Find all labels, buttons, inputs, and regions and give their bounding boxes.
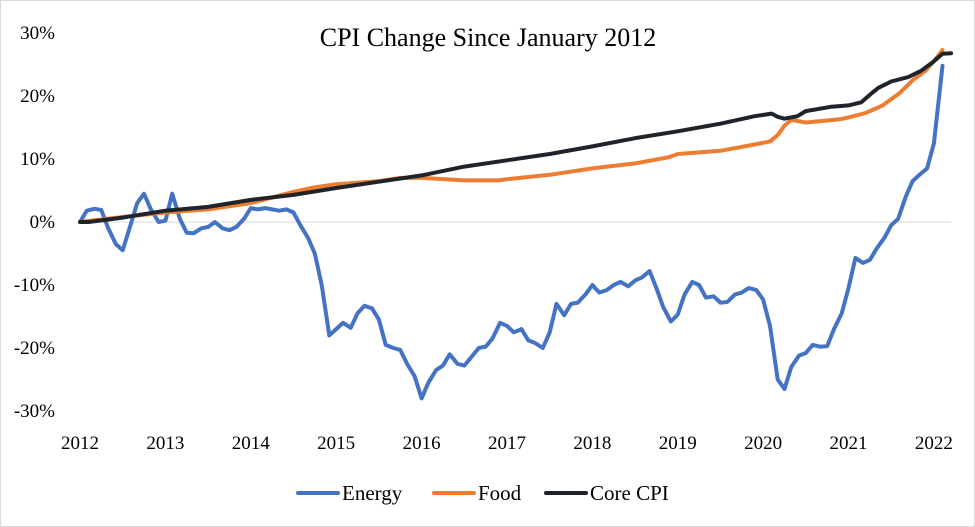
x-tick-label: 2014 <box>232 433 271 454</box>
legend: Energy Food Core CPI <box>296 481 669 505</box>
x-tick-label: 2015 <box>317 433 355 454</box>
legend-label-core-cpi: Core CPI <box>590 481 669 505</box>
x-tick-label: 2022 <box>915 433 953 454</box>
y-tick-label: -30% <box>14 401 55 422</box>
y-tick-label: -10% <box>14 275 55 296</box>
legend-label-energy: Energy <box>342 481 403 505</box>
y-tick-label: 20% <box>20 86 55 107</box>
y-tick-label: 10% <box>20 149 55 170</box>
series-line-energy <box>78 63 945 401</box>
series-group <box>78 48 953 401</box>
x-tick-label: 2019 <box>659 433 697 454</box>
series-line-food <box>78 48 945 224</box>
y-tick-label: -20% <box>14 338 55 359</box>
y-axis-ticks: 30% 20% 10% 0% -10% -20% -30% <box>14 23 55 422</box>
legend-label-food: Food <box>478 481 522 505</box>
x-tick-label: 2016 <box>403 433 441 454</box>
x-tick-label: 2021 <box>830 433 868 454</box>
x-axis-ticks: 2012 2013 2014 2015 2016 2017 2018 2019 2020 2021… <box>61 433 953 454</box>
x-tick-label: 2017 <box>488 433 526 454</box>
x-tick-label: 2020 <box>744 433 782 454</box>
x-tick-label: 2012 <box>61 433 99 454</box>
x-tick-label: 2013 <box>146 433 184 454</box>
y-tick-label: 30% <box>20 23 55 44</box>
series-line-core-cpi <box>78 51 953 224</box>
x-tick-label: 2018 <box>573 433 611 454</box>
chart-title: CPI Change Since January 2012 <box>320 23 657 52</box>
y-tick-label: 0% <box>30 212 56 233</box>
